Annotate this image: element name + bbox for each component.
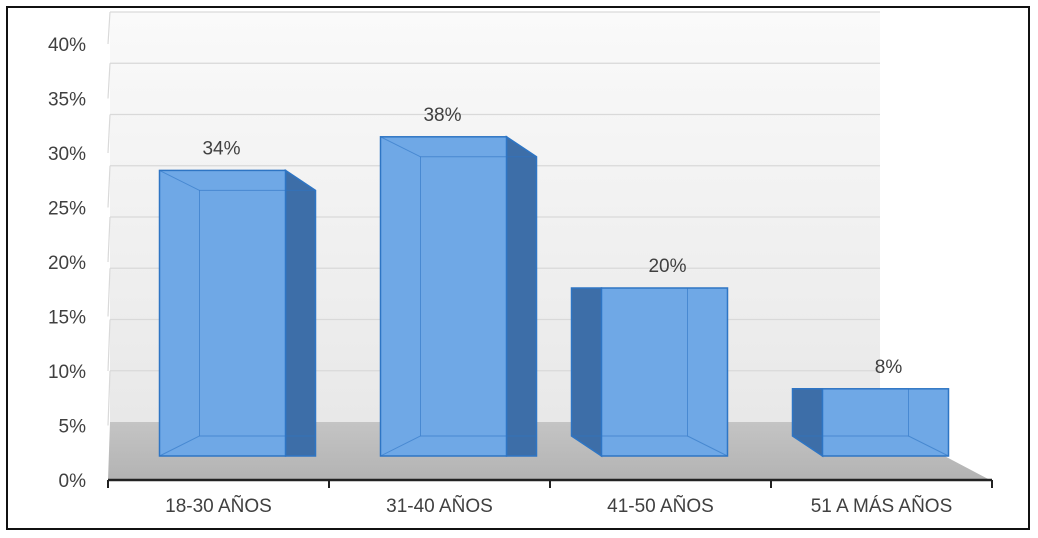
bar [791,388,950,458]
gridline-side [107,63,111,99]
bar-side [284,168,317,457]
x-tick-label: 51 A MÁS AÑOS [811,495,953,517]
data-label: 20% [648,256,686,277]
x-tick-label: 31-40 AÑOS [386,495,493,517]
bar-face [821,388,950,457]
bar-edge [687,435,728,457]
y-tick-label: 0% [59,471,87,492]
bar-face [158,169,287,457]
gridline-side [107,11,111,45]
gridline-side [107,319,111,372]
y-tick-label: 20% [48,253,86,274]
chart-floor [108,422,990,480]
data-label: 8% [875,357,903,378]
bar [158,168,317,457]
bar-side [505,135,538,457]
y-tick-label: 25% [48,199,86,220]
y-tick-label: 40% [48,35,86,56]
y-tick-label: 10% [48,362,86,383]
y-tick-label: 30% [48,144,86,165]
bar-face [379,136,508,457]
gridline-side [107,165,111,208]
bar-side [570,287,603,458]
gridline-side [107,268,111,317]
data-label: 34% [202,138,240,159]
gridline-side [107,114,111,154]
y-tick-label: 15% [48,308,86,329]
gridline-side [107,216,111,263]
bar-face [600,287,729,457]
x-tick-label: 18-30 AÑOS [165,495,272,517]
bar [379,135,538,457]
x-tick-label: 41-50 AÑOS [607,495,714,517]
data-label: 38% [423,105,461,126]
bar [570,287,729,458]
y-tick-label: 35% [48,90,86,111]
bar-edge [908,435,949,457]
y-tick-label: 5% [59,417,87,438]
gridline-side [107,370,111,426]
